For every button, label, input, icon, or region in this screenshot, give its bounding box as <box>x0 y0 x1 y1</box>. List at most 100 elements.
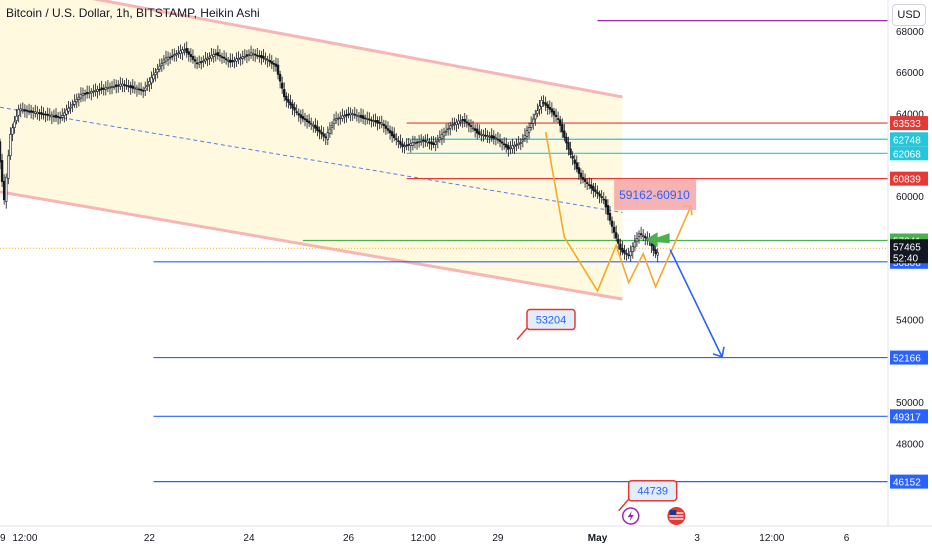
candle-body <box>513 144 516 148</box>
candle-body <box>324 136 327 139</box>
candle-body <box>357 115 361 118</box>
candle-body <box>276 64 280 75</box>
candle-body <box>585 182 589 184</box>
y-tick-64000: 64000 <box>896 109 924 120</box>
candle-body <box>509 147 512 150</box>
candle-body <box>301 116 305 120</box>
candle-body <box>440 133 444 140</box>
candle-body <box>220 56 224 58</box>
candle-body <box>444 130 448 133</box>
candle-body <box>131 85 134 89</box>
candle-body <box>532 118 535 124</box>
candle-body <box>434 141 437 145</box>
candle-body <box>227 59 230 62</box>
candle-body <box>262 55 265 59</box>
level-tag-46152 <box>890 474 928 489</box>
x-tick-26: 26 <box>343 533 355 544</box>
candle-body <box>318 129 321 133</box>
level-tag-text-52166: 52166 <box>893 354 921 365</box>
currency-button[interactable]: USD <box>892 4 926 26</box>
candle-body <box>519 142 522 144</box>
candle-body <box>527 127 531 133</box>
candle-body <box>359 114 363 118</box>
candle-body <box>511 145 514 149</box>
candle-body <box>256 54 259 57</box>
candle-body <box>202 60 205 63</box>
candle-body <box>424 140 427 142</box>
candle-body <box>583 179 587 182</box>
candle-body <box>598 193 601 197</box>
forecast-orange-path <box>544 131 692 293</box>
candle-body <box>94 89 97 92</box>
candle-body <box>166 56 170 61</box>
candle-body <box>407 144 410 146</box>
candle-body <box>554 114 558 117</box>
candle-body <box>652 243 655 251</box>
candle-body <box>615 232 618 239</box>
candle-body <box>175 53 178 56</box>
candle-body <box>17 109 20 116</box>
candle-body <box>480 133 483 136</box>
candle-body <box>312 124 315 127</box>
candle-body <box>258 55 261 58</box>
x-tick-6: 6 <box>844 533 850 544</box>
candle-body <box>631 246 635 252</box>
candle-body <box>100 87 103 90</box>
candle-body <box>119 84 122 87</box>
y-tick-68000: 68000 <box>896 27 924 38</box>
candle-body <box>11 127 14 135</box>
candle-body <box>498 139 502 142</box>
candle-body <box>23 109 27 112</box>
candle-body <box>405 144 408 147</box>
candle-body <box>65 109 68 115</box>
candle-body <box>461 119 464 121</box>
candle-body <box>380 122 383 125</box>
candle-body <box>231 60 234 63</box>
x-tick-May: May <box>588 533 608 544</box>
level-tag-52166 <box>890 350 928 365</box>
candle-body <box>409 143 413 146</box>
candle-body <box>305 119 309 122</box>
candle-body <box>328 128 332 134</box>
candle-body <box>272 63 276 65</box>
candle-body <box>347 113 350 116</box>
candle-body <box>48 114 51 117</box>
candle-body <box>212 54 215 57</box>
candle-body <box>42 113 45 116</box>
candle-body <box>488 136 491 138</box>
level-tag-text-62068: 62068 <box>893 149 921 160</box>
candle-body <box>2 180 6 201</box>
candle-body <box>442 131 446 137</box>
candle-body <box>141 89 145 92</box>
candle-body <box>606 205 610 215</box>
callout-box <box>627 479 678 502</box>
candle-body <box>83 93 87 95</box>
candle-body <box>361 115 365 119</box>
candle-body <box>85 92 89 95</box>
range-box <box>614 179 697 210</box>
candle-body <box>164 57 168 62</box>
candle-body <box>644 236 647 239</box>
candle-body <box>162 59 166 63</box>
candle-body <box>278 73 282 82</box>
candle-body <box>393 134 396 139</box>
candle-body <box>594 189 597 193</box>
level-tag-text-62748: 62748 <box>893 135 921 146</box>
candle-body <box>403 145 406 148</box>
candle-body <box>388 130 392 134</box>
candle-body <box>36 111 39 115</box>
candle-body <box>397 140 400 142</box>
candle-body <box>457 120 460 125</box>
candle-body <box>297 113 300 116</box>
candle-body <box>46 113 49 116</box>
forecast-blue-path <box>669 249 723 358</box>
candle-body <box>556 118 560 120</box>
candle-body <box>127 85 130 88</box>
green-arrow <box>645 232 670 248</box>
callout-label-44739: 44739 <box>637 486 668 498</box>
candle-body <box>343 115 346 118</box>
candle-body <box>571 155 574 159</box>
y-tick-66000: 66000 <box>896 68 924 79</box>
candle-body <box>154 72 157 75</box>
